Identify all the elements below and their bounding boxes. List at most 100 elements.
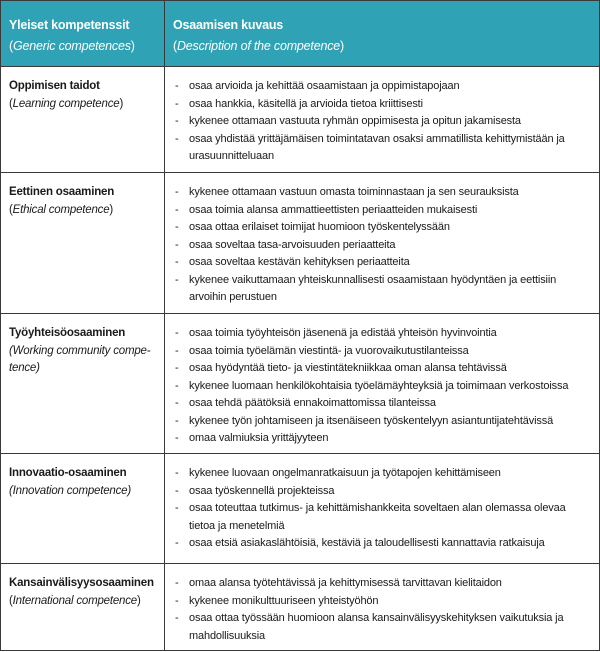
competence-subtitle: Innovation competence <box>12 484 128 497</box>
dash-bullet: - <box>175 97 179 110</box>
competence-title: Kansainvälisyysosaaminen <box>9 577 154 589</box>
competence-cell: Oppimisen taidot (Learning competence) <box>0 66 165 173</box>
item-text: kykenee monikulttuuriseen yhteistyöhön <box>189 594 379 607</box>
item-text: osaa työskennellä projekteissa <box>189 484 335 497</box>
item-text: osaa toteuttaa tutkimus- ja kehittämisha… <box>189 502 566 532</box>
col1-subtitle: Generic competences <box>12 39 131 53</box>
dash-bullet: - <box>175 432 179 444</box>
table-row: Kansainvälisyysosaaminen (International … <box>0 563 600 651</box>
list-item: - osaa arvioida ja kehittää osaamistaan j… <box>175 78 591 96</box>
list-item: - kykenee työn johtamiseen ja itsenäiseen… <box>175 413 591 431</box>
competence-cell: Kansainvälisyysosaaminen (International … <box>0 563 165 651</box>
description-list: - kykenee ottamaan vastuun omasta toiminn… <box>165 173 599 307</box>
dash-bullet: - <box>175 594 179 607</box>
dash-bullet: - <box>175 115 179 127</box>
item-text: osaa arvioida ja kehittää osaamistaan ja… <box>189 80 460 92</box>
description-list: - kykenee luovaan ongelmanratkaisuun ja t… <box>165 454 599 553</box>
list-item: - osaa soveltaa tasa-arvoisuuden periaatt… <box>175 237 591 255</box>
dash-bullet: - <box>175 362 179 374</box>
dash-bullet: - <box>175 327 179 339</box>
dash-bullet: - <box>175 186 179 198</box>
list-item: - kykenee ottamaan vastuun omasta toiminn… <box>175 184 591 202</box>
dash-bullet: - <box>175 577 179 589</box>
description-list: - osaa toimia työyhteisön jäsenenä ja edi… <box>165 314 599 448</box>
item-text: osaa yhdistää yrittäjämäisen toimintatav… <box>189 132 565 163</box>
description-cell: - kykenee luovaan ongelmanratkaisuun ja t… <box>164 453 600 564</box>
table-row: Innovaatio-osaaminen (Innovation compete… <box>0 453 600 564</box>
list-item: - omaa valmiuksia yrittäjyyteen <box>175 430 591 448</box>
competence-subtitle: Learning competence <box>12 97 120 110</box>
item-text: omaa valmiuksia yrittäjyyteen <box>189 432 329 444</box>
list-item: - kykenee monikulttuuriseen yhteistyöhön <box>175 593 591 611</box>
col2-subtitle: Description of the competence <box>176 39 341 53</box>
description-cell: - osaa toimia työyhteisön jäsenenä ja edi… <box>164 313 600 454</box>
competence-subtitle: Working community compe-tence <box>9 344 151 375</box>
item-text: osaa ottaa työssään huomioon alansa kans… <box>189 612 564 642</box>
header-cell-description: Osaamisen kuvaus (Description of the com… <box>164 0 600 67</box>
dash-bullet: - <box>175 132 179 145</box>
dash-bullet: - <box>175 397 179 409</box>
list-item: - osaa toimia työelämän viestintä- ja vuo… <box>175 343 591 361</box>
col2-title: Osaamisen kuvaus <box>173 18 284 32</box>
competence-cell: Innovaatio-osaaminen (Innovation compete… <box>0 453 165 564</box>
list-item: - kykenee luomaan henkilökohtaisia työelä… <box>175 378 591 396</box>
dash-bullet: - <box>175 344 179 357</box>
item-text: omaa alansa työtehtävissä ja kehittymise… <box>189 577 502 589</box>
competence-cell: Työyhteisöosaaminen (Working community c… <box>0 313 165 454</box>
list-item: - osaa toimia alansa ammattieettisten per… <box>175 202 591 220</box>
item-text: kykenee työn johtamiseen ja itsenäiseen … <box>189 414 554 427</box>
item-text: osaa toimia alansa ammattieettisten peri… <box>189 203 478 216</box>
competence-title: Oppimisen taidot <box>9 80 100 92</box>
competence-subtitle-wrap: (International competence) <box>9 594 141 607</box>
competence-subtitle: International competence <box>12 594 138 607</box>
competence-subtitle: Ethical competence <box>12 203 110 216</box>
item-text: osaa etsiä asiakaslähtöisiä, kestäviä ja… <box>189 537 545 549</box>
competence-title: Innovaatio-osaaminen <box>9 467 127 479</box>
dash-bullet: - <box>175 379 179 392</box>
dash-bullet: - <box>175 467 179 479</box>
table-row: Eettinen osaaminen (Ethical competence) … <box>0 172 600 314</box>
item-text: osaa ottaa erilaiset toimijat huomioon t… <box>189 221 450 233</box>
table-row: Työyhteisöosaaminen (Working community c… <box>0 313 600 454</box>
item-text: osaa toimia työyhteisön jäsenenä ja edis… <box>189 327 497 339</box>
list-item: - osaa hyödyntää tieto- ja viestintätekni… <box>175 360 591 378</box>
dash-bullet: - <box>175 414 179 427</box>
list-item: - osaa tehdä päätöksiä ennakoimattomissa … <box>175 395 591 413</box>
item-text: osaa hyödyntää tieto- ja viestintäteknii… <box>189 362 507 374</box>
item-text: kykenee luovaan ongelmanratkaisuun ja ty… <box>189 467 501 479</box>
dash-bullet: - <box>175 502 179 514</box>
dash-bullet: - <box>175 256 179 268</box>
table-row: Oppimisen taidot (Learning competence) -… <box>0 66 600 173</box>
dash-bullet: - <box>175 537 179 549</box>
description-cell: - kykenee ottamaan vastuun omasta toiminn… <box>164 172 600 314</box>
competence-subtitle-wrap: (Learning competence) <box>9 97 124 110</box>
list-item: - osaa ottaa työssään huomioon alansa kan… <box>175 610 591 645</box>
list-item: - osaa etsiä asiakaslähtöisiä, kestäviä j… <box>175 535 591 553</box>
dash-bullet: - <box>175 484 179 497</box>
list-item: - osaa hankkia, käsitellä ja arvioida tie… <box>175 96 591 114</box>
col1-title: Yleiset kompetenssit <box>9 18 130 32</box>
dash-bullet: - <box>175 273 179 286</box>
list-item: - kykenee vaikuttamaan yhteiskunnallisest… <box>175 272 591 307</box>
header-cell-competences: Yleiset kompetenssit (Generic competence… <box>0 0 165 67</box>
competence-title: Työyhteisöosaaminen <box>9 327 126 339</box>
list-item: - kykenee luovaan ongelmanratkaisuun ja t… <box>175 465 591 483</box>
list-item: - kykenee ottamaan vastuuta ryhmän oppimi… <box>175 113 591 131</box>
dash-bullet: - <box>175 612 179 624</box>
list-item: - osaa ottaa erilaiset toimijat huomioon … <box>175 219 591 237</box>
competence-subtitle-wrap: (Innovation competence) <box>9 484 131 497</box>
list-item: - osaa toteuttaa tutkimus- ja kehittämish… <box>175 500 591 535</box>
competence-subtitle-wrap: (Ethical competence) <box>9 203 114 216</box>
competence-subtitle-wrap: (Working community compe-tence) <box>9 344 151 375</box>
list-item: - omaa alansa työtehtävissä ja kehittymis… <box>175 575 591 593</box>
item-text: kykenee luomaan henkilökohtaisia työeläm… <box>189 379 569 392</box>
item-text: osaa soveltaa tasa-arvoisuuden periaatte… <box>189 238 396 251</box>
dash-bullet: - <box>175 238 179 251</box>
list-item: - osaa toimia työyhteisön jäsenenä ja edi… <box>175 325 591 343</box>
competence-cell: Eettinen osaaminen (Ethical competence) <box>0 172 165 314</box>
description-list: - omaa alansa työtehtävissä ja kehittymis… <box>165 564 599 645</box>
item-text: osaa hankkia, käsitellä ja arvioida tiet… <box>189 97 423 110</box>
item-text: osaa soveltaa kestävän kehityksen periaa… <box>189 256 410 268</box>
item-text: osaa tehdä päätöksiä ennakoimattomissa t… <box>189 397 436 409</box>
